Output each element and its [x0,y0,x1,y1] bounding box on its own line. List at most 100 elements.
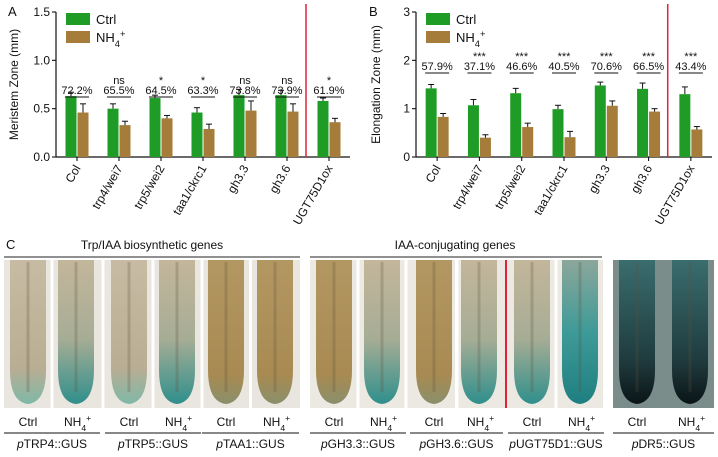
nh4-bar [161,118,173,157]
root-shape [316,260,352,404]
y-tick-label: 0 [403,150,410,164]
condition-label-ctrl: Ctrl [523,415,542,429]
root-ctrl-5 [416,260,452,404]
percentage-label: 46.6% [506,61,537,73]
root-shape [514,260,550,404]
group-title-conjugating: IAA-conjugating genes [395,238,516,252]
significance-label: * [201,75,206,87]
percentage-label: 63.3% [187,85,218,97]
bar-group [679,86,703,157]
root-shape [208,260,244,404]
construct-name: GH3.6::GUS [426,437,493,451]
legend-label-nh4-sup: + [480,29,485,39]
significance-label: *** [473,51,487,63]
construct-label: pGH3.6::GUS [418,437,493,451]
bar-group [594,81,618,157]
root-ctrl-1 [10,260,46,404]
condition-label-nh4: NH4+ [64,413,91,433]
nh4-bar [77,112,89,157]
nh4-bar [203,128,215,157]
condition-label-nh4-sub: 4 [387,423,392,433]
y-tick-label: 0.0 [33,150,50,164]
construct-prefix: p [508,437,516,451]
legend-swatch-nh4 [426,31,450,43]
y-tick-label: 2 [403,53,410,67]
x-tick-label: gh3.3 [586,162,613,195]
ctrl-bar [149,98,161,157]
root-shape [672,260,708,404]
ctrl-bar [467,105,479,157]
root-ctrl-3 [208,260,244,404]
ctrl-bar [317,100,329,157]
root-ctrl-7 [619,260,655,404]
condition-label-nh4-base: NH [370,415,387,429]
condition-label-nh4: NH4+ [568,413,595,433]
legend-label-ctrl: Ctrl [96,12,116,27]
panel-a-chart: A 0.0 0.5 1.0 1.5 Meristem Zone (mm) Col 72.2% t… [7,4,350,228]
ctrl-bar [425,88,437,157]
significance-label: *** [515,51,529,63]
x-tick-label: Col [423,163,444,186]
condition-label-nh4-sup: + [392,413,397,423]
percentage-label: 57.9% [422,61,453,73]
nh4-bar [606,105,618,157]
nh4-bar [287,111,299,157]
root-ctrl-6 [514,260,550,404]
legend-swatch-ctrl [66,13,90,25]
significance-label: * [327,75,332,87]
root-shape [562,260,598,404]
legend: Ctrl NH4+ [66,12,125,49]
condition-label-nh4-sup: + [489,413,494,423]
legend: Ctrl NH4+ [426,12,485,49]
root-shape [111,260,147,404]
root-shape [10,260,46,404]
ctrl-bar [191,112,203,157]
bar-group [510,87,534,157]
y-tick-label: 0.5 [33,102,50,116]
x-tick-label: UGT75D1ox [290,163,335,228]
bar-group [467,98,491,157]
nh4-bar [329,122,341,157]
x-tick-label: UGT75D1ox [652,163,697,228]
ctrl-bar [510,93,522,157]
x-tick-label: taa1/ckrc1 [531,162,571,217]
condition-label-ctrl: Ctrl [425,415,444,429]
bar-group [637,82,661,157]
construct-name: TRP4::GUS [24,437,87,451]
ctrl-bar [107,108,119,157]
nh4-bar [564,137,576,157]
percentage-label: 64.5% [145,85,176,97]
ctrl-bar [275,95,287,157]
root-nh4-2 [159,260,195,404]
legend-label-nh4-sup: + [120,29,125,39]
x-tick-label: trp4/wei7 [450,162,487,211]
legend-label-nh4-sub: 4 [475,39,480,49]
ctrl-bar [65,96,77,157]
x-tick-label: Col [62,163,83,186]
panel-label-b: B [369,4,378,19]
x-tick-label: gh3.3 [224,162,251,195]
percentage-label: 72.2% [61,85,92,97]
condition-label-nh4-sup: + [187,413,192,423]
condition-label-ctrl: Ctrl [19,415,38,429]
bar-group [233,88,257,157]
nh4-bar [437,116,449,157]
y-tick-label: 3 [403,5,410,19]
bar-group [317,97,341,157]
ctrl-bar [637,88,649,157]
significance-label: *** [600,51,614,63]
significance-label: *** [558,51,572,63]
nh4-bar [245,110,257,157]
construct-label: pGH3.3::GUS [320,437,395,451]
panel-label-a: A [8,4,17,19]
nh4-bar [522,127,534,157]
root-nh4-4 [364,260,400,404]
construct-name: UGT75D1::GUS [516,437,603,451]
construct-name: TRP5::GUS [125,437,188,451]
construct-name: DR5::GUS [639,437,696,451]
construct-name: TAA1::GUS [223,437,285,451]
condition-label-nh4-base: NH [568,415,585,429]
condition-label-nh4-sub: 4 [695,423,700,433]
construct-label: pUGT75D1::GUS [508,437,602,451]
panel-b-chart: B 0 1 2 3 Elongation Zone (mm) Col 57.9% trp4/we… [369,4,712,228]
